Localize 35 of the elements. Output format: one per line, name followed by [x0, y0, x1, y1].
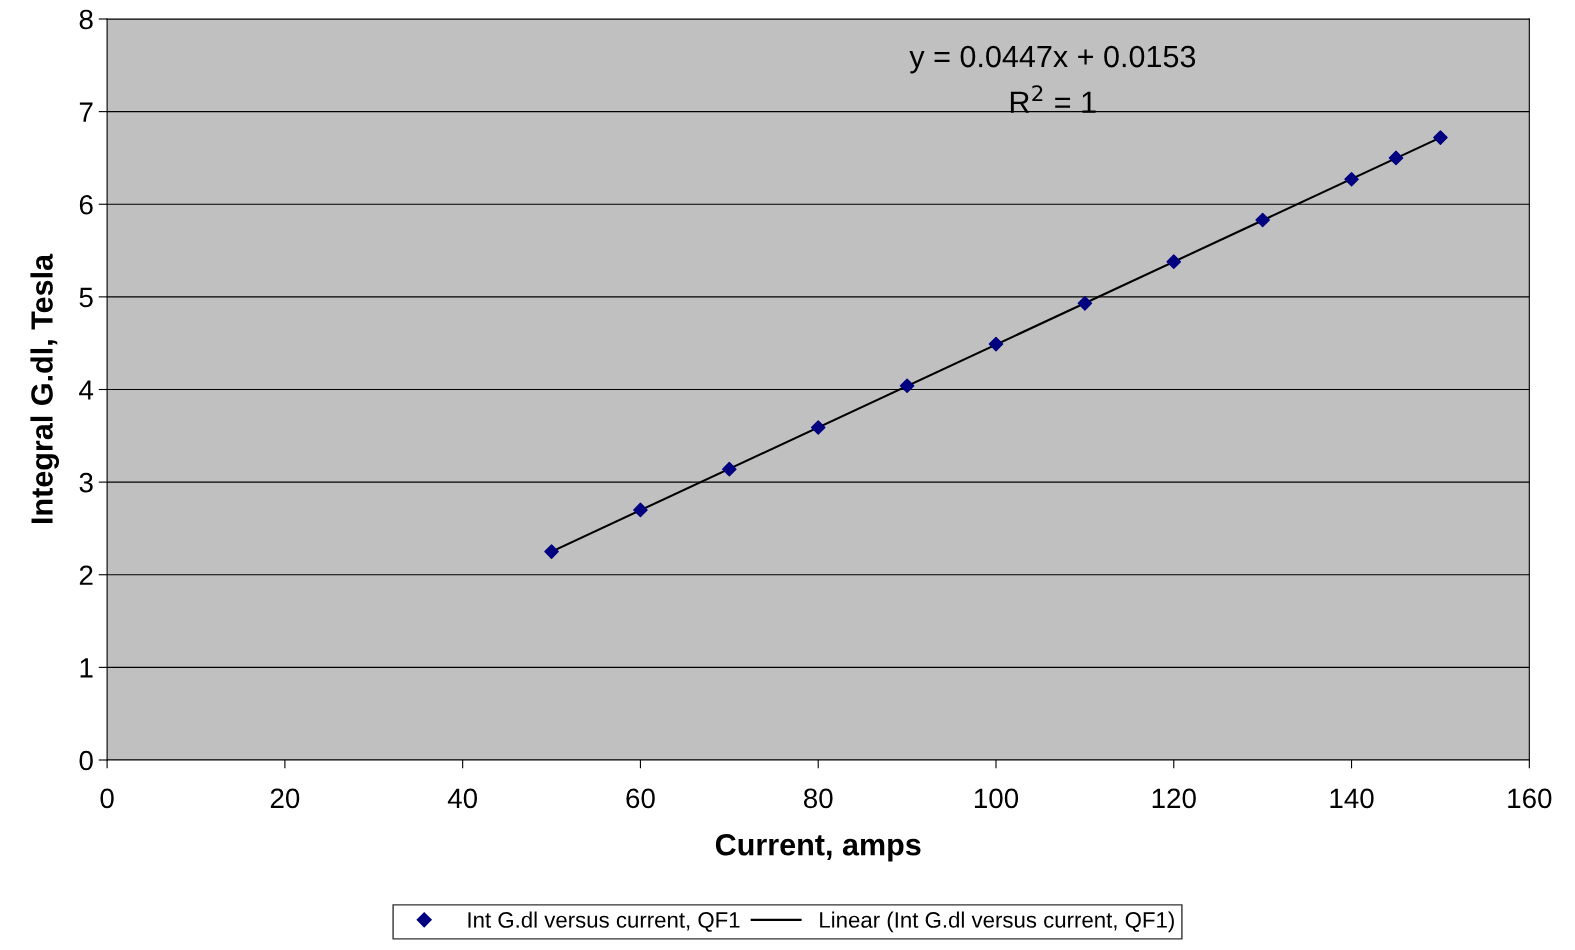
x-tick-label: 140	[1330, 788, 1374, 809]
x-tick-label: 0	[100, 788, 114, 809]
point	[1388, 150, 1404, 166]
point	[810, 420, 826, 435]
x-tick-label: 20	[270, 788, 300, 809]
point	[1255, 212, 1270, 228]
x-tick-label: 100	[974, 788, 1019, 809]
point	[544, 544, 559, 559]
point	[988, 336, 1004, 352]
y-tick-label: 1	[80, 658, 93, 678]
y-tick-label: 4	[79, 380, 94, 400]
point	[722, 461, 737, 477]
x-tick-label: 80	[803, 788, 833, 809]
legend-label: Linear (Int G.dl versus current, QF1)	[820, 911, 1174, 933]
y-tick-label: 5	[79, 287, 93, 308]
y-axis-title: Integral G.dl, Tesla	[30, 253, 60, 524]
point	[1433, 130, 1448, 145]
point	[1344, 171, 1359, 187]
y-tick-label: 2	[79, 565, 93, 585]
y-tick-label: 6	[79, 194, 93, 215]
x-tick-label: 40	[447, 788, 478, 809]
y-tick-label: 0	[79, 750, 93, 771]
x-tick-label: 160	[1508, 788, 1552, 809]
y-tick-label: 7	[79, 102, 93, 122]
point	[899, 378, 915, 394]
legend-label: Int G.dl versus current, QF1	[468, 911, 740, 932]
y-tick-label: 3	[79, 472, 93, 493]
x-tick-label: 60	[626, 788, 655, 809]
y-tick-label: 8	[79, 9, 93, 30]
point	[633, 502, 648, 518]
annotation: y = 0.0447x + 0.0153	[909, 45, 1196, 74]
x-tick-label: 120	[1152, 788, 1196, 809]
x-axis-title: Current, amps	[715, 833, 921, 862]
point	[1166, 254, 1182, 269]
point	[1077, 296, 1093, 311]
